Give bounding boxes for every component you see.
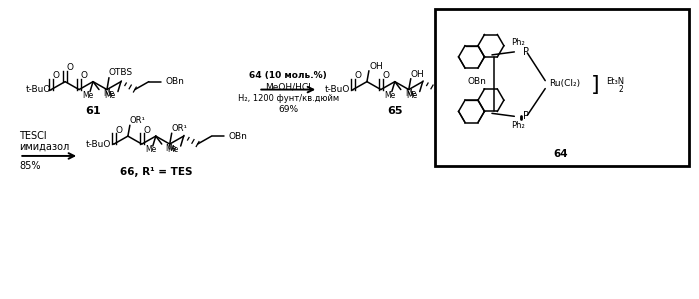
Text: O: O — [143, 126, 150, 135]
Text: OTBS: OTBS — [109, 68, 133, 77]
Text: MeOH/HCl: MeOH/HCl — [266, 82, 311, 91]
Text: Me: Me — [82, 91, 94, 100]
Text: Ph₂: Ph₂ — [512, 39, 525, 48]
Text: 61: 61 — [85, 106, 101, 116]
Text: t-BuO: t-BuO — [325, 85, 350, 94]
Text: Et₃N: Et₃N — [606, 77, 624, 86]
Text: P: P — [524, 111, 529, 121]
Text: H₂, 1200 фунт/кв.дюйм: H₂, 1200 фунт/кв.дюйм — [238, 94, 339, 103]
Text: OR¹: OR¹ — [130, 116, 146, 125]
Text: P: P — [524, 47, 529, 57]
Text: 64: 64 — [554, 149, 568, 159]
Text: 69%: 69% — [278, 105, 298, 114]
Text: t-BuO: t-BuO — [25, 85, 50, 94]
Text: OBn: OBn — [467, 77, 486, 86]
Text: Me: Me — [384, 91, 396, 100]
Text: O: O — [66, 63, 73, 72]
Text: Me: Me — [166, 144, 177, 152]
Text: OH: OH — [411, 70, 424, 79]
Text: ]: ] — [591, 75, 599, 94]
Text: 85%: 85% — [20, 161, 41, 171]
Text: Me: Me — [145, 146, 157, 155]
Text: O: O — [115, 126, 122, 135]
Text: O: O — [80, 71, 87, 80]
Text: 64 (10 моль.%): 64 (10 моль.%) — [250, 71, 327, 80]
Text: Ru(Cl₂): Ru(Cl₂) — [549, 79, 581, 88]
Text: TESCl: TESCl — [20, 131, 47, 141]
Text: Me: Me — [405, 89, 416, 98]
Text: 65: 65 — [387, 106, 403, 116]
Text: OBn: OBn — [165, 77, 184, 86]
Text: Ph₂: Ph₂ — [512, 121, 525, 130]
Text: 66, R¹ = TES: 66, R¹ = TES — [120, 167, 192, 177]
Text: OBn: OBn — [228, 132, 247, 141]
Text: Me: Me — [105, 91, 116, 100]
Text: O: O — [354, 71, 361, 80]
Text: 2: 2 — [619, 85, 624, 94]
Text: Me: Me — [168, 146, 179, 155]
Text: Me: Me — [103, 89, 114, 98]
Text: Me: Me — [407, 91, 418, 100]
Text: OR¹: OR¹ — [172, 124, 187, 133]
Bar — [435, 9, 689, 166]
Text: имидазол: имидазол — [20, 142, 70, 152]
Text: O: O — [52, 71, 59, 80]
Text: OH: OH — [369, 62, 383, 71]
Text: O: O — [382, 71, 389, 80]
Text: t-BuO: t-BuO — [86, 140, 111, 149]
